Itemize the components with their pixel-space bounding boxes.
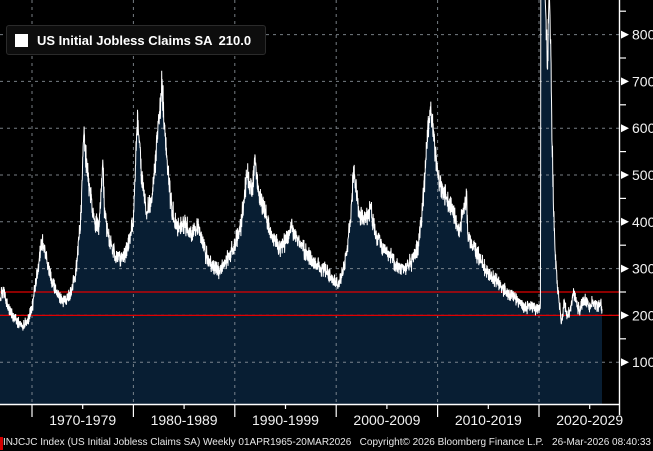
decade-label-2000-2009: 2000-2009	[353, 412, 420, 428]
y-tick-label-200: 200	[632, 307, 653, 323]
y-tick-arrow-600	[621, 124, 629, 133]
decade-label-1970-1979: 1970-1979	[49, 412, 116, 428]
y-tick-label-300: 300	[632, 261, 653, 277]
security-description: INJCJC Index (US Initial Jobless Claims …	[3, 437, 352, 448]
y-tick-arrow-500	[621, 171, 629, 179]
area-fill	[0, 0, 602, 404]
y-tick-arrow-200	[621, 311, 629, 320]
y-tick-label-500: 500	[632, 167, 653, 183]
legend-label: US Initial Jobless Claims SA 210.0	[37, 33, 251, 48]
status-bar: INJCJC Index (US Initial Jobless Claims …	[0, 434, 653, 451]
axes	[0, 0, 621, 415]
y-tick-label-400: 400	[632, 214, 653, 230]
terminal-corner-stripe	[0, 437, 3, 450]
y-tick-label-100: 100	[632, 354, 653, 370]
timestamp: 26-Mar-2026 08:40:33	[552, 437, 651, 448]
y-tick-arrow-800	[621, 30, 629, 39]
y-tick-arrow-100	[621, 358, 629, 367]
copyright-text: Copyright© 2026 Bloomberg Finance L.P.	[359, 437, 544, 448]
legend-series-name: US Initial Jobless Claims SA	[37, 32, 213, 48]
jobless-claims-chart: 100 200 300 400 500 600 700 800 1970-1979 1980-19…	[0, 0, 653, 428]
decade-label-1990-1999: 1990-1999	[252, 412, 319, 428]
decade-label-1980-1989: 1980-1989	[151, 412, 218, 428]
y-tick-arrow-700	[621, 77, 629, 86]
decade-label-2010-2019: 2010-2019	[455, 412, 522, 428]
y-tick-label-800: 800	[632, 27, 653, 43]
decade-label-2020-2029: 2020-2029	[556, 412, 623, 428]
claims-line	[0, 0, 603, 331]
legend[interactable]: US Initial Jobless Claims SA 210.0	[6, 25, 267, 55]
legend-last-value: 210.0	[218, 32, 252, 48]
legend-swatch	[15, 33, 28, 47]
y-tick-arrow-300	[621, 264, 629, 273]
y-tick-arrow-400	[621, 217, 629, 226]
y-tick-label-700: 700	[632, 73, 653, 89]
y-tick-label-600: 600	[632, 120, 653, 136]
